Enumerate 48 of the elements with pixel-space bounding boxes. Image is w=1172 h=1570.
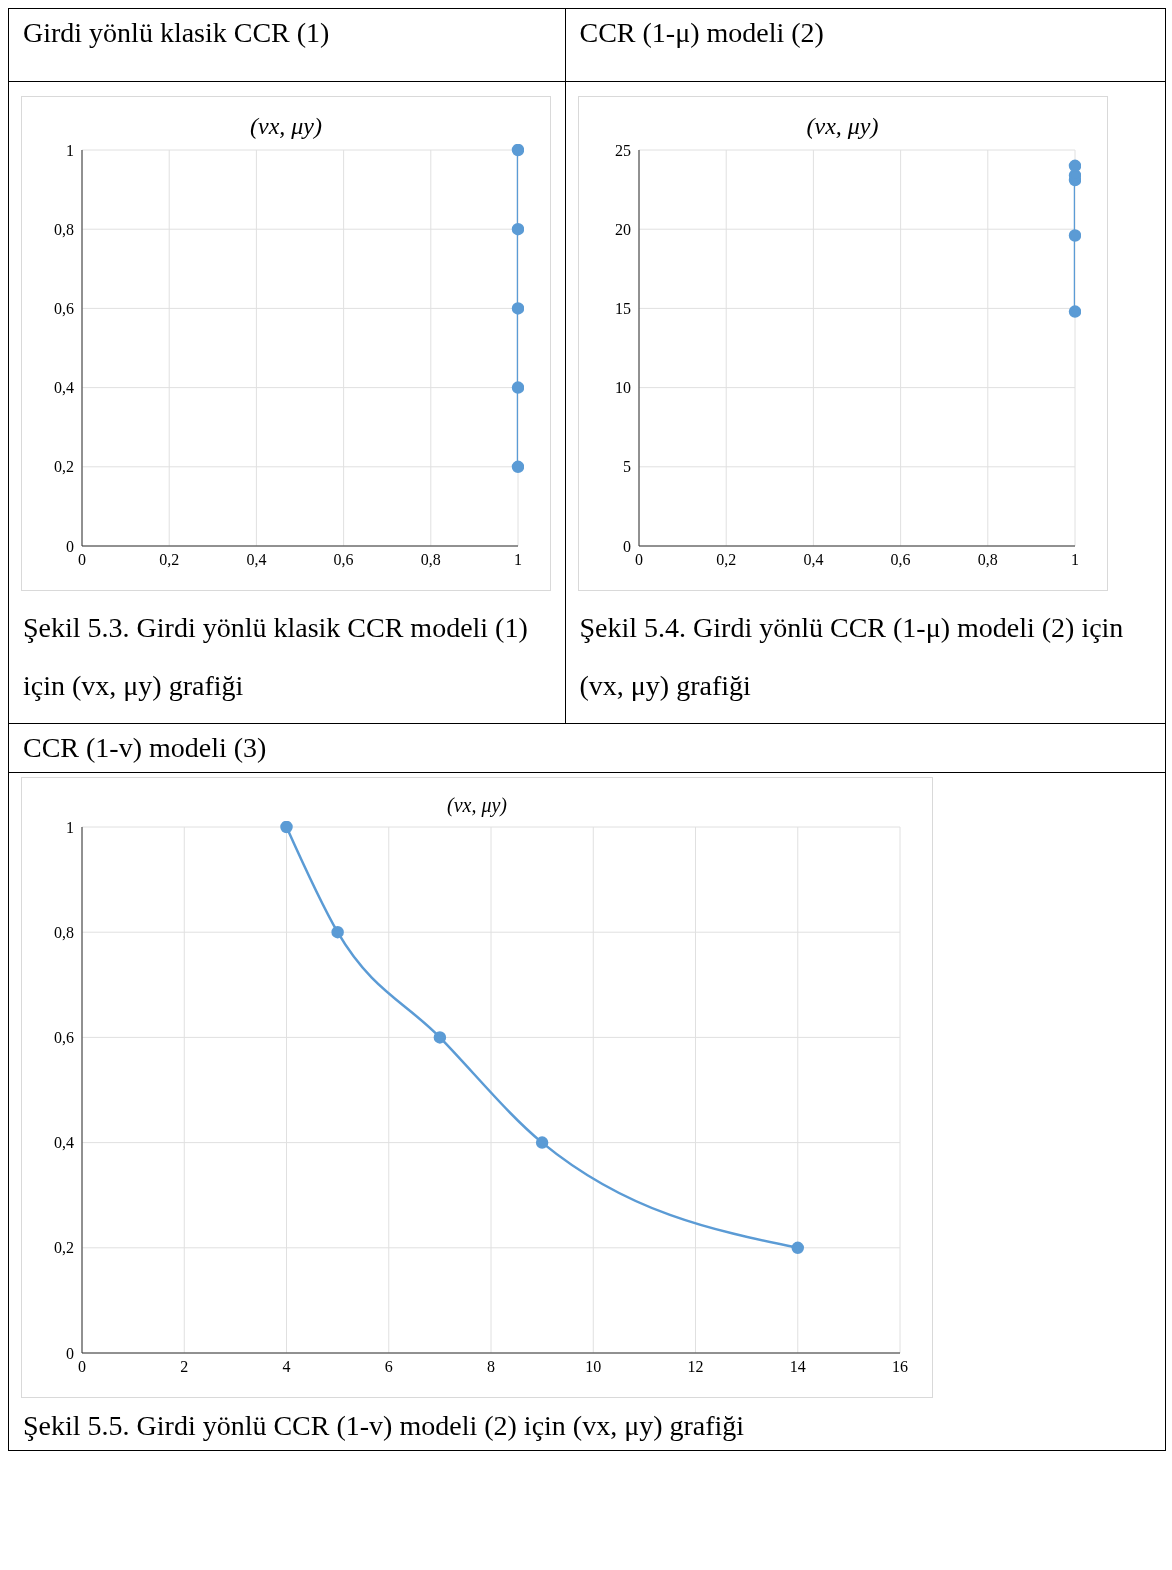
x-tick-label: 6 bbox=[384, 1358, 393, 1376]
y-tick-label: 10 bbox=[614, 379, 631, 397]
y-tick-label: 20 bbox=[614, 220, 631, 238]
x-tick-label: 0,6 bbox=[333, 551, 354, 569]
y-tick-label: 0 bbox=[622, 537, 631, 555]
y-tick-label: 15 bbox=[614, 300, 631, 318]
text: Girdi yönlü klasik CCR (1) bbox=[9, 9, 565, 82]
y-tick-label: 25 bbox=[614, 141, 631, 159]
y-tick-label: 1 bbox=[66, 141, 74, 159]
text: Şekil 5.4. Girdi yönlü CCR (1-μ) modeli (2) için (vx, μy) grafiği bbox=[578, 611, 1125, 703]
y-tick-label: 0,2 bbox=[54, 458, 74, 476]
text: Şekil 5.3. Girdi yönlü klasik CCR modeli (1) için (vx, μy) grafiği bbox=[22, 611, 529, 703]
x-tick-label: 0,6 bbox=[890, 551, 911, 569]
y-tick-label: 0,2 bbox=[54, 1239, 74, 1257]
x-tick-label: 2 bbox=[180, 1358, 189, 1376]
chart-title: (vx, μy) bbox=[446, 793, 508, 817]
text: CCR (1-μ) modeli (2) bbox=[565, 9, 1165, 82]
chart-title: (vx, μy) bbox=[249, 112, 323, 140]
x-tick-label: 0,2 bbox=[159, 551, 180, 569]
x-tick-label: 0 bbox=[78, 1358, 86, 1376]
x-tick-label: 10 bbox=[585, 1358, 602, 1376]
x-tick-label: 0,4 bbox=[246, 551, 267, 569]
y-tick-label: 5 bbox=[622, 458, 631, 476]
x-tick-label: 4 bbox=[282, 1358, 291, 1376]
x-tick-label: 1 bbox=[514, 551, 522, 569]
y-tick-label: 0,8 bbox=[54, 923, 74, 941]
x-tick-label: 0,8 bbox=[977, 551, 998, 569]
x-tick-label: 0 bbox=[78, 551, 86, 569]
x-tick-label: 12 bbox=[687, 1358, 704, 1376]
x-tick-label: 1 bbox=[1070, 551, 1079, 569]
chart-title: (vx, μy) bbox=[805, 112, 880, 140]
text: CCR (1-v) modeli (3) bbox=[9, 723, 1165, 773]
y-tick-label: 0,4 bbox=[54, 379, 74, 397]
x-tick-label: 0,8 bbox=[420, 551, 441, 569]
y-tick-label: 0,4 bbox=[54, 1134, 74, 1152]
y-tick-label: 0 bbox=[66, 537, 74, 555]
x-tick-label: 0,4 bbox=[802, 551, 823, 569]
y-tick-label: 0,6 bbox=[54, 1029, 74, 1047]
x-tick-label: 0 bbox=[634, 551, 643, 569]
x-tick-label: 8 bbox=[487, 1358, 495, 1376]
y-tick-label: 0,6 bbox=[54, 300, 74, 318]
y-tick-label: 0,8 bbox=[54, 220, 74, 238]
x-tick-label: 14 bbox=[789, 1358, 806, 1376]
y-tick-label: 1 bbox=[66, 818, 74, 836]
x-tick-label: 0,2 bbox=[715, 551, 736, 569]
text: Şekil 5.5. Girdi yönlü CCR (1-v) modeli (2) için (vx, μy) grafiği bbox=[22, 1409, 746, 1443]
y-tick-label: 0 bbox=[66, 1344, 74, 1362]
x-tick-label: 16 bbox=[892, 1358, 908, 1376]
